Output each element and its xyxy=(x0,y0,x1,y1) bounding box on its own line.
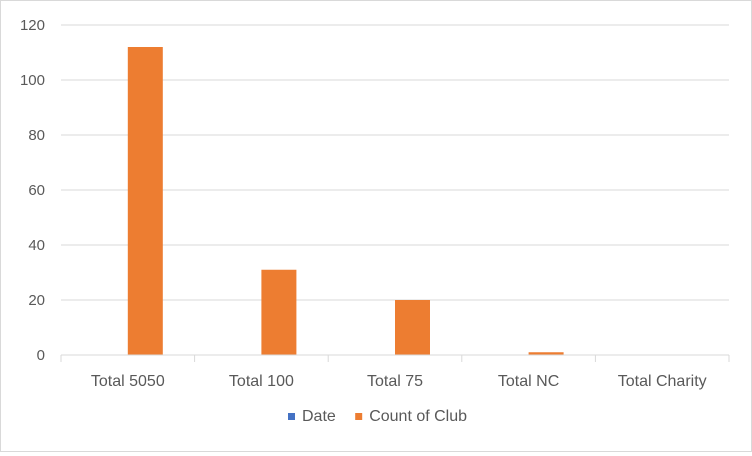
x-axis-tick-labels: Total 5050 Total 100 Total 75 Total NC Total… xyxy=(91,373,707,390)
y-tick-label: 120 xyxy=(20,17,45,34)
x-tick-label: Total Charity xyxy=(618,373,707,390)
x-tick-label: Total NC xyxy=(498,373,559,390)
y-axis-tick-labels: 0 20 40 60 80 100 120 xyxy=(20,17,45,364)
legend-label: Count of Club xyxy=(369,408,467,425)
legend-swatch xyxy=(355,413,363,420)
bar-count-of-club xyxy=(127,47,163,355)
x-tick-label: Total 100 xyxy=(229,373,294,390)
bars xyxy=(127,47,564,355)
x-tick-label: Total 75 xyxy=(367,373,423,390)
x-axis xyxy=(60,354,730,362)
y-tick-label: 60 xyxy=(28,182,45,199)
x-tick-label: Total 5050 xyxy=(91,373,165,390)
bar-count-of-club xyxy=(395,300,430,355)
y-tick-label: 40 xyxy=(28,237,45,254)
y-tick-label: 0 xyxy=(37,347,45,364)
bar-count-of-club xyxy=(528,352,564,355)
y-tick-label: 80 xyxy=(28,127,45,144)
bar-count-of-club xyxy=(261,269,297,355)
legend-label: Date xyxy=(302,408,336,425)
legend-swatch xyxy=(288,413,295,420)
gridlines xyxy=(61,24,729,301)
y-tick-label: 20 xyxy=(28,292,45,309)
y-tick-label: 100 xyxy=(20,72,45,89)
legend: Date Count of Club xyxy=(288,408,467,425)
